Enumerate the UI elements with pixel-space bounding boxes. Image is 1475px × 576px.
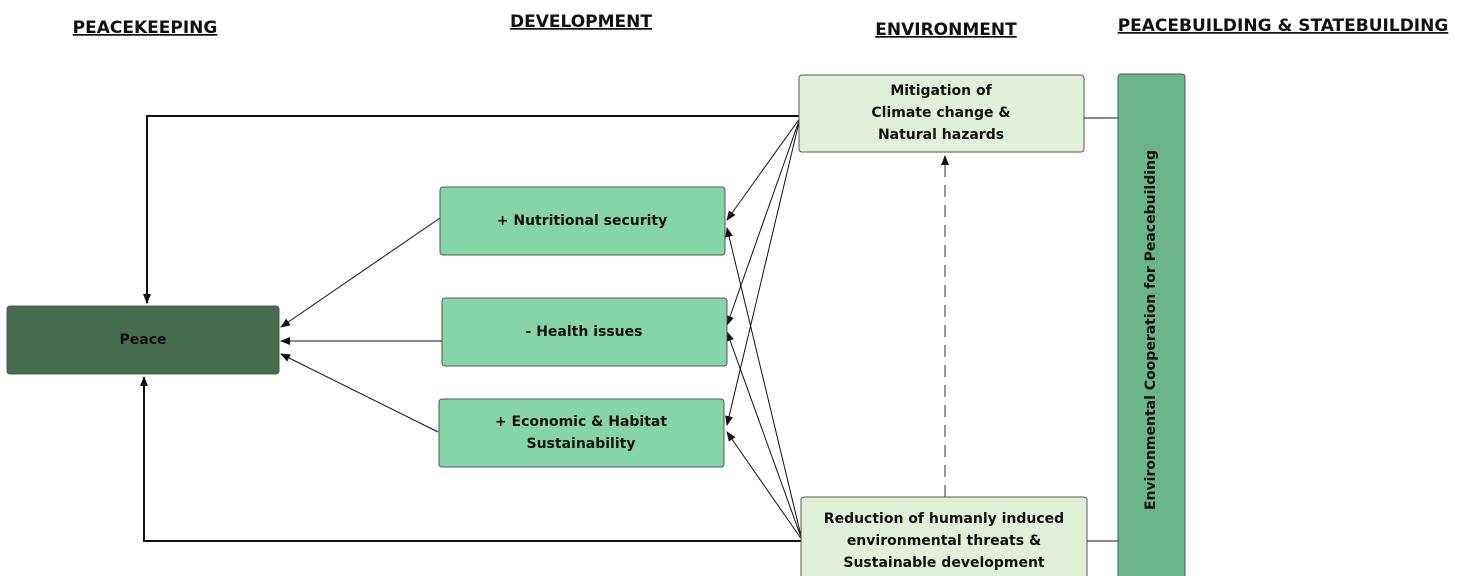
node-label: Sustainable development bbox=[843, 555, 1045, 571]
node-label: Environmental Cooperation for Peacebuild… bbox=[1143, 150, 1159, 510]
connectors bbox=[140, 115, 1118, 542]
node-label: + Nutritional security bbox=[497, 213, 668, 229]
node-label: + Economic & Habitat bbox=[495, 414, 667, 430]
labels: Peace + Nutritional security - Health issu… bbox=[120, 83, 1160, 571]
boxes bbox=[6, 73, 1186, 576]
node-label: Sustainability bbox=[527, 436, 636, 452]
box-vertical bbox=[1117, 73, 1186, 576]
box bbox=[438, 398, 725, 468]
box bbox=[439, 186, 726, 256]
node-label: Natural hazards bbox=[878, 127, 1004, 143]
header: DEVELOPMENT bbox=[510, 12, 652, 32]
header: PEACEKEEPING bbox=[73, 18, 218, 38]
node-label: Peace bbox=[120, 332, 167, 348]
box bbox=[800, 496, 1088, 576]
box bbox=[441, 297, 728, 367]
node-label: Mitigation of bbox=[890, 83, 992, 99]
header: PEACEBUILDING & STATEBUILDING bbox=[1118, 16, 1449, 36]
header: ENVIRONMENT bbox=[875, 20, 1017, 40]
box-peace bbox=[6, 305, 280, 375]
node-label: Climate change & bbox=[871, 105, 1010, 121]
box bbox=[798, 74, 1085, 153]
node-label: environmental threats & bbox=[847, 533, 1041, 549]
node-label: Reduction of humanly induced bbox=[824, 511, 1064, 527]
node-label: - Health issues bbox=[526, 324, 643, 340]
